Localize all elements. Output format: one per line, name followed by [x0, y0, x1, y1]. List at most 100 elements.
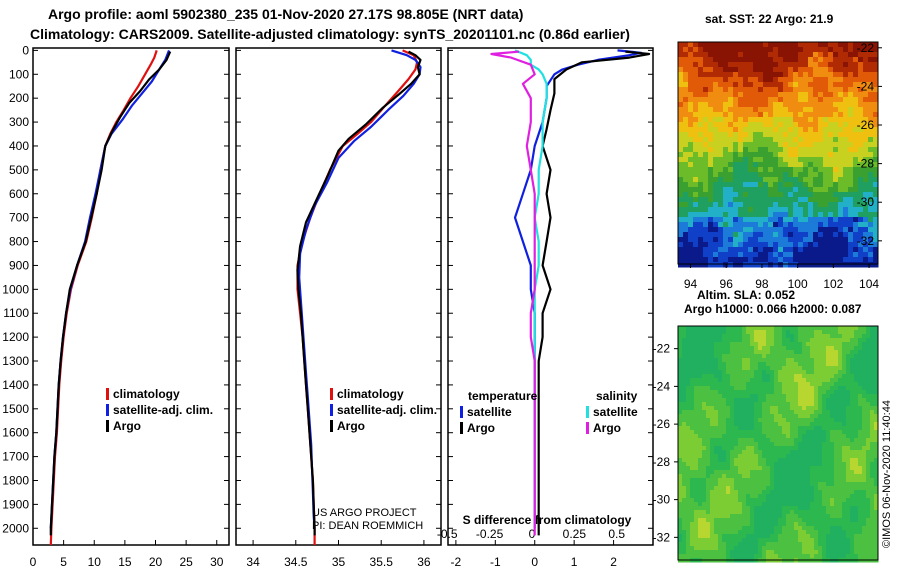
sla-cell	[722, 426, 727, 431]
sst-cell	[683, 142, 689, 148]
sla-cell	[834, 402, 839, 407]
sst-cell	[863, 92, 869, 98]
sst-cell	[823, 142, 829, 148]
sst-cell	[708, 192, 714, 198]
sla-cell	[726, 382, 731, 387]
sla-cell	[686, 350, 691, 355]
sst-cell	[818, 62, 824, 68]
sst-cell	[873, 217, 879, 223]
sst-cell	[828, 162, 834, 168]
sst-cell	[873, 112, 879, 118]
sst-cell	[868, 102, 874, 108]
sla-cell	[802, 410, 807, 415]
sst-cell	[738, 162, 744, 168]
sst-cell	[723, 62, 729, 68]
sst-cell	[693, 162, 699, 168]
sla-cell	[770, 370, 775, 375]
sst-cell	[728, 107, 734, 113]
sla-cell	[830, 402, 835, 407]
sla-cell	[826, 366, 831, 371]
sla-cell	[770, 546, 775, 551]
sla-cell	[842, 470, 847, 475]
sla-cell	[726, 538, 731, 543]
sst-cell	[803, 157, 809, 163]
sla-cell	[866, 378, 871, 383]
sst-cell	[733, 202, 739, 208]
sla-cell	[766, 462, 771, 467]
sla-cell	[738, 458, 743, 463]
sst-cell	[773, 232, 779, 238]
sla-cell	[830, 534, 835, 539]
sst-cell	[713, 137, 719, 143]
sla-cell	[818, 510, 823, 515]
sla-cell	[682, 398, 687, 403]
sla-cell	[758, 446, 763, 451]
sst-cell	[708, 92, 714, 98]
sst-cell	[708, 77, 714, 83]
sla-cell	[690, 506, 695, 511]
sst-cell	[768, 207, 774, 213]
sst-cell	[723, 252, 729, 258]
sst-cell	[678, 257, 684, 263]
sst-cell	[868, 197, 874, 203]
sla-cell	[850, 326, 855, 331]
sla-cell	[678, 494, 683, 499]
sla-cell	[730, 466, 735, 471]
sla-cell	[710, 522, 715, 527]
sst-cell	[733, 217, 739, 223]
sla-cell	[858, 422, 863, 427]
sst-cell	[678, 72, 684, 78]
sla-cell	[742, 446, 747, 451]
sst-cell	[868, 192, 874, 198]
sla-cell	[722, 382, 727, 387]
sla-cell	[830, 522, 835, 527]
sla-cell	[786, 382, 791, 387]
sla-cell	[706, 446, 711, 451]
sla-cell	[802, 426, 807, 431]
sst-cell	[873, 227, 879, 233]
sst-cell	[693, 217, 699, 223]
sla-cell	[834, 362, 839, 367]
sst-cell	[773, 87, 779, 93]
temperature-x-tick-label: 15	[118, 555, 132, 569]
sla-cell	[726, 478, 731, 483]
sla-cell	[734, 494, 739, 499]
sla-cell	[830, 542, 835, 547]
sst-cell	[803, 67, 809, 73]
sst-cell	[708, 112, 714, 118]
sla-cell	[814, 486, 819, 491]
sla-cell	[730, 538, 735, 543]
sla-cell	[738, 374, 743, 379]
sst-cell	[748, 227, 754, 233]
sst-cell	[833, 207, 839, 213]
sla-cell	[758, 410, 763, 415]
sla-cell	[702, 466, 707, 471]
sst-cell	[828, 57, 834, 63]
sla-cell	[742, 502, 747, 507]
sst-cell	[753, 167, 759, 173]
sst-cell	[688, 57, 694, 63]
sla-cell	[850, 478, 855, 483]
sst-cell	[768, 232, 774, 238]
sla-cell	[822, 466, 827, 471]
sla-cell	[862, 374, 867, 379]
sla-cell	[782, 450, 787, 455]
sla-cell	[774, 530, 779, 535]
sst-cell	[788, 222, 794, 228]
sla-cell	[790, 550, 795, 555]
sst-cell	[688, 92, 694, 98]
sla-cell	[742, 382, 747, 387]
sst-cell	[858, 182, 864, 188]
sla-cell	[746, 410, 751, 415]
sst-cell	[693, 237, 699, 243]
sla-cell	[786, 458, 791, 463]
sla-cell	[806, 506, 811, 511]
sla-cell	[686, 334, 691, 339]
sst-cell	[803, 117, 809, 123]
sla-cell	[710, 466, 715, 471]
sla-cell	[706, 438, 711, 443]
sla-cell	[678, 434, 683, 439]
sla-cell	[782, 518, 787, 523]
sla-cell	[786, 422, 791, 427]
sst-cell	[838, 247, 844, 253]
